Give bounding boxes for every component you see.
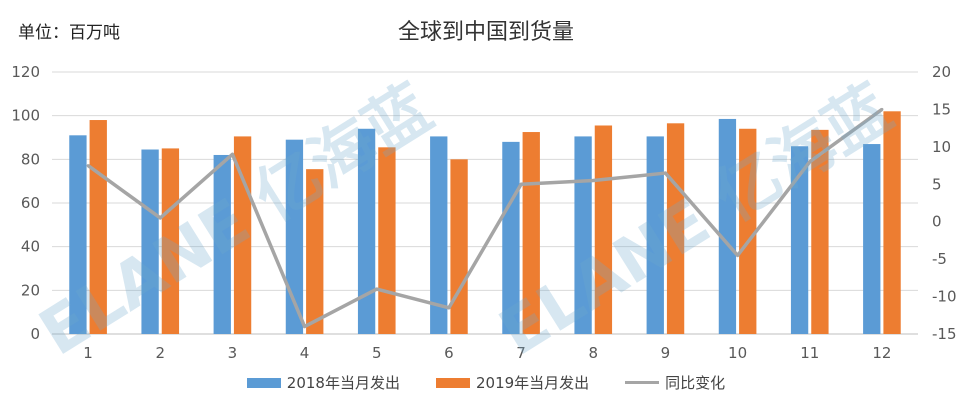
y-right-tick-label: 5 — [932, 175, 942, 193]
legend-item-2019: 2019年当月发出 — [435, 372, 590, 393]
bar-2019 — [522, 132, 540, 334]
bar-2018 — [718, 118, 737, 334]
legend-swatch-2018 — [246, 377, 281, 388]
legend-label-yoy: 同比变化 — [665, 374, 726, 392]
y-left-tick-label: 20 — [21, 281, 40, 299]
unit-label: 单位：百万吨 — [18, 23, 120, 43]
point-yoy-change — [303, 325, 307, 329]
bar-2018 — [213, 154, 231, 334]
point-yoy-change — [447, 306, 451, 310]
bar-2018 — [285, 139, 304, 334]
legend: 2018年当月发出 2019年当月发出 同比变化 — [0, 372, 972, 393]
x-tick-label: 6 — [444, 344, 454, 362]
bar-2019 — [594, 125, 613, 334]
point-yoy-change — [591, 179, 595, 183]
y-left-tick-label: 60 — [21, 194, 40, 212]
y-right-tick-label: -15 — [932, 325, 957, 343]
x-tick-label: 5 — [372, 344, 382, 362]
y-right-tick-label: -10 — [932, 288, 957, 306]
x-tick-label: 10 — [728, 344, 747, 362]
point-yoy-change — [86, 164, 90, 168]
bar-2018 — [502, 141, 520, 334]
bar-2019 — [161, 148, 180, 334]
y-right-tick-label: 20 — [932, 63, 951, 81]
legend-label-2019: 2019年当月发出 — [475, 374, 590, 392]
point-yoy-change — [736, 253, 740, 257]
legend-label-2018: 2018年当月发出 — [286, 374, 400, 392]
x-tick-label: 1 — [83, 344, 93, 362]
legend-item-yoy: 同比变化 — [625, 372, 725, 393]
bar-2018 — [141, 149, 159, 334]
point-yoy-change — [375, 287, 379, 291]
y-right-tick-label: -5 — [932, 250, 947, 268]
point-yoy-change — [880, 107, 884, 111]
y-right-tick-label: 0 — [932, 213, 942, 231]
point-yoy-change — [230, 152, 234, 156]
point-yoy-change — [158, 216, 162, 220]
point-yoy-change — [808, 160, 812, 164]
bar-2019 — [811, 129, 829, 334]
x-tick-label: 3 — [228, 344, 238, 362]
bar-2019 — [450, 159, 468, 334]
y-right-tick-label: 15 — [932, 100, 951, 118]
legend-item-2018: 2018年当月发出 — [246, 372, 400, 393]
legend-swatch-2019 — [435, 377, 470, 388]
x-tick-label: 11 — [800, 344, 819, 362]
bar-2018 — [790, 146, 809, 334]
y-left-tick-label: 100 — [11, 107, 40, 125]
chart-title: 全球到中国到货量 — [397, 20, 574, 45]
x-tick-label: 12 — [872, 344, 891, 362]
bar-2018 — [357, 128, 376, 334]
bar-2018 — [646, 136, 664, 334]
y-left-tick-label: 0 — [30, 325, 40, 343]
x-tick-label: 8 — [588, 344, 598, 362]
line-yoy-change — [87, 108, 883, 329]
bar-2019 — [378, 147, 396, 334]
bar-2018 — [574, 136, 592, 334]
y-left-tick-label: 120 — [11, 63, 40, 81]
bar-2018 — [863, 144, 881, 334]
bar-2018 — [430, 136, 448, 334]
y-right-tick-label: 10 — [932, 138, 951, 156]
x-tick-label: 4 — [300, 344, 310, 362]
bar-2019 — [739, 128, 757, 334]
bar-2019 — [883, 111, 901, 334]
bar-2019 — [306, 169, 324, 334]
x-tick-label: 9 — [661, 344, 671, 362]
bar-2018 — [69, 135, 87, 334]
y-left-tick-label: 80 — [21, 150, 40, 168]
legend-swatch-yoy — [625, 381, 660, 384]
x-tick-label: 2 — [155, 344, 165, 362]
bar-2019 — [89, 120, 107, 335]
y-left-tick-label: 40 — [21, 238, 40, 256]
x-tick-label: 7 — [516, 344, 526, 362]
bar-2019 — [666, 123, 685, 334]
point-yoy-change — [663, 171, 667, 175]
point-yoy-change — [519, 182, 523, 186]
